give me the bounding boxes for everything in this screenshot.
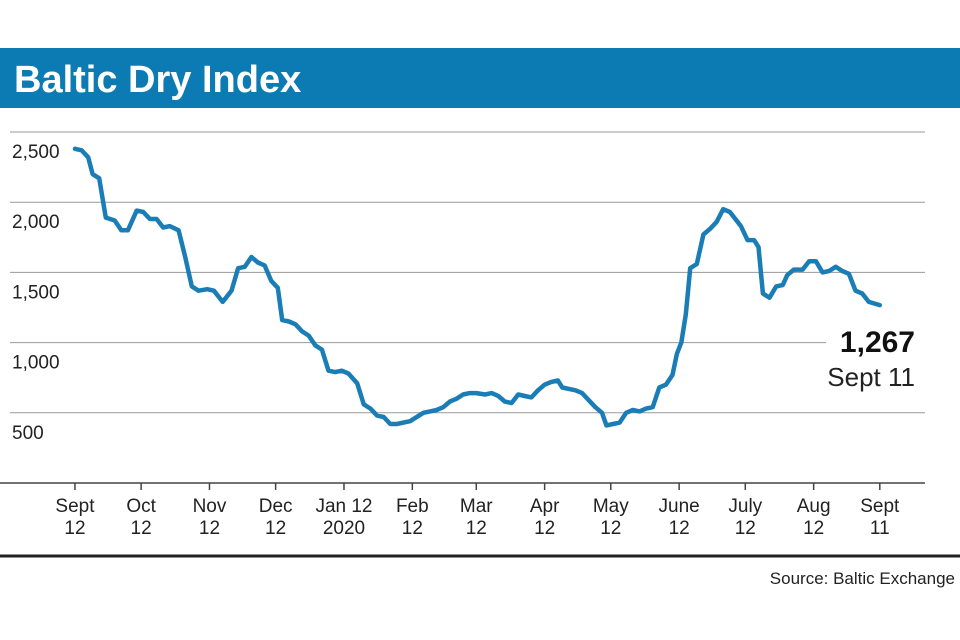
source: Source: Baltic Exchange — [770, 569, 955, 588]
data-line — [72, 146, 883, 428]
x-tick-label: Sept 11 — [860, 496, 900, 539]
title-bar — [0, 48, 960, 108]
x-tick-label: Mar 12 — [460, 496, 493, 539]
x-tick-label: Feb 12 — [396, 496, 429, 539]
x-tick-label: July 12 — [728, 496, 762, 539]
x-tick-label: June 12 — [659, 496, 700, 539]
x-tick-label: Sept 12 — [55, 496, 95, 539]
x-tick-label: Aug 12 — [797, 496, 831, 539]
y-tick-label: 1,500 — [12, 282, 60, 303]
y-tick-label: 1,000 — [12, 353, 60, 374]
chart-title: Baltic Dry Index — [14, 59, 301, 101]
x-tick-label: Oct 12 — [126, 496, 156, 539]
y-tick-label: 2,000 — [12, 212, 60, 233]
annotation-value: 1,267 — [840, 326, 915, 359]
annotation-date: Sept 11 — [827, 362, 915, 392]
y-tick-label: 2,500 — [12, 142, 60, 163]
x-tick-label: Nov 12 — [193, 496, 227, 539]
x-tick-label: Apr 12 — [530, 496, 560, 539]
y-tick-label: 500 — [12, 423, 44, 444]
x-tick-label: May 12 — [593, 496, 629, 539]
x-tick-label: Jan 12 2020 — [315, 496, 372, 539]
annotation-bg — [826, 322, 926, 362]
x-tick-label: Dec 12 — [259, 496, 293, 539]
